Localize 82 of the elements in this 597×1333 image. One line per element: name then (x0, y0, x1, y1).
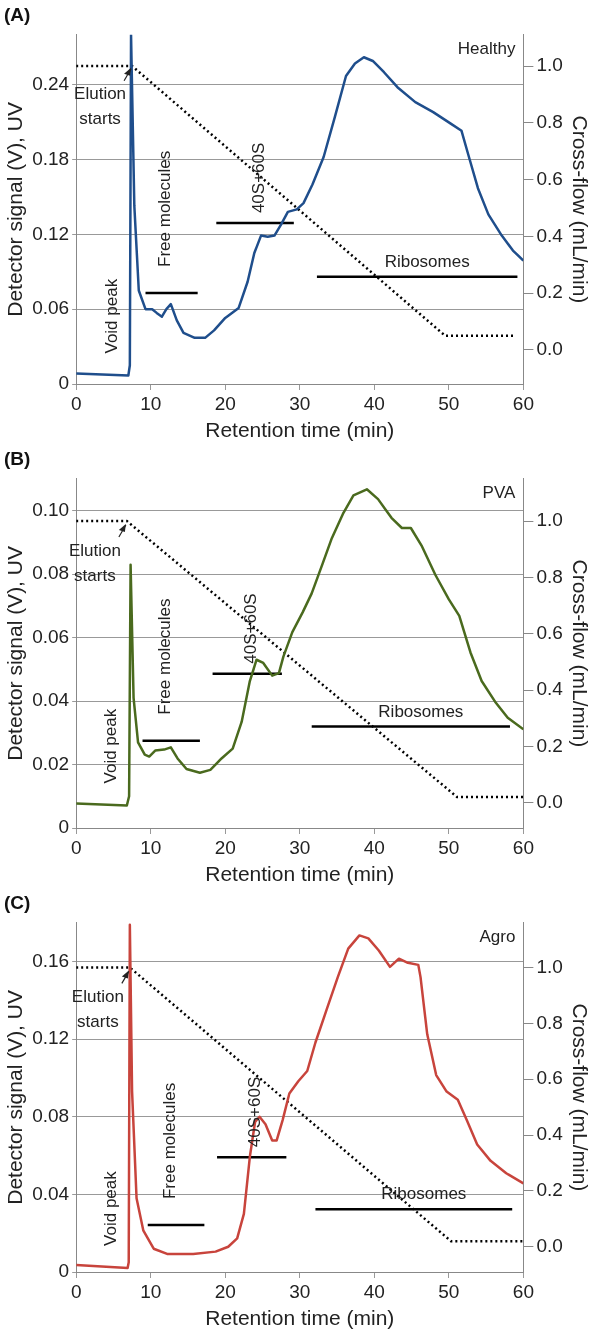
y2-tick-label: 0.4 (536, 678, 564, 700)
y2-tick-label: 0.6 (536, 167, 563, 189)
annotation: 40S+60S (240, 593, 260, 664)
annotation: 40S+60S (248, 142, 268, 214)
x-tick-label: 50 (438, 392, 460, 414)
y-tick-label: 0 (58, 372, 70, 394)
y-tick-label: 0.04 (32, 1182, 70, 1204)
y2-tick-label: 0.2 (536, 734, 563, 756)
annotation: Elution starts (71, 987, 124, 1032)
y-tick-label: 0.12 (32, 1027, 70, 1049)
y2-tick-label: 0.6 (536, 1067, 563, 1089)
annotation: PVA (482, 482, 517, 502)
y-tick-label: 0.12 (32, 222, 70, 244)
x-tick-label: 50 (438, 836, 460, 858)
annotation: Ribosomes (384, 251, 470, 271)
x-axis-title: Retention time (min) (205, 1306, 395, 1330)
x-axis-title: Retention time (min) (205, 862, 395, 886)
x-tick-label: 40 (363, 836, 385, 858)
y-tick-label: 0.24 (32, 72, 70, 94)
y-tick-label: 0 (58, 1260, 70, 1282)
x-tick-label: 10 (140, 836, 162, 858)
y-axis-title: Detector signal (V), UV (3, 546, 27, 761)
y2-tick-label: 0.8 (536, 111, 563, 133)
y2-tick-label: 0.8 (536, 565, 563, 587)
annotation: Elution starts (74, 84, 127, 129)
x-tick-label: 10 (140, 1280, 162, 1302)
x-tick-label: 60 (512, 836, 534, 858)
annotation: Void peak (102, 278, 122, 354)
chart-title: (A) (4, 3, 31, 25)
x-axis-title: Retention time (min) (205, 418, 395, 442)
annotation: Elution starts (68, 540, 121, 585)
x-tick-label: 30 (289, 836, 311, 858)
y-tick-label: 0.06 (32, 297, 70, 319)
y2-tick-label: 0.2 (536, 281, 563, 303)
annotation: Free molecules (155, 150, 175, 267)
chart-title: (B) (4, 447, 31, 469)
annotation: Free molecules (159, 1082, 179, 1200)
y2-tick-label: 0.0 (536, 1235, 563, 1257)
y-axis-title: Detector signal (V), UV (3, 990, 27, 1205)
annotation: 40S+60S (245, 1076, 265, 1148)
x-tick-label: 30 (289, 1280, 311, 1302)
y-tick-label: 0.08 (32, 562, 70, 584)
y-tick-label: 0 (58, 816, 70, 838)
y2-axis-title: Cross-flow (mL/min) (568, 559, 592, 748)
x-tick-label: 40 (363, 1280, 385, 1302)
annotation: Void peak (101, 1170, 121, 1246)
y-tick-label: 0.10 (32, 498, 70, 520)
y2-tick-label: 0.2 (536, 1179, 563, 1201)
y2-tick-label: 0.4 (536, 224, 564, 246)
y2-tick-label: 0.0 (536, 790, 563, 812)
annotation: Healthy (457, 38, 516, 58)
y-tick-label: 0.16 (32, 949, 70, 971)
y2-tick-label: 0.6 (536, 621, 563, 643)
y2-tick-label: 1.0 (536, 509, 563, 531)
x-tick-label: 50 (438, 1280, 460, 1302)
y2-tick-label: 1.0 (536, 54, 563, 76)
y-tick-label: 0.02 (32, 752, 70, 774)
y2-axis-title: Cross-flow (mL/min) (568, 1003, 592, 1192)
y2-tick-label: 1.0 (536, 955, 563, 977)
x-tick-label: 60 (512, 392, 534, 414)
annotation: Free molecules (154, 598, 174, 715)
x-tick-label: 40 (363, 392, 385, 414)
y-tick-label: 0.08 (32, 1105, 70, 1127)
y-axis-title: Detector signal (V), UV (3, 102, 27, 317)
chart-title: (C) (4, 891, 31, 913)
y-tick-label: 0.18 (32, 147, 70, 169)
y-tick-label: 0.06 (32, 625, 70, 647)
y2-axis-title: Cross-flow (mL/min) (568, 115, 592, 304)
y2-tick-label: 0.8 (536, 1011, 563, 1033)
annotation: Void peak (100, 708, 120, 784)
x-tick-label: 20 (214, 1280, 236, 1302)
x-tick-label: 10 (140, 392, 162, 414)
annotation: Ribosomes (378, 701, 464, 721)
x-tick-label: 30 (289, 392, 311, 414)
annotation: Ribosomes (381, 1184, 467, 1204)
y2-tick-label: 0.4 (536, 1123, 564, 1145)
x-tick-label: 20 (214, 836, 236, 858)
y-tick-label: 0.04 (32, 689, 70, 711)
y2-tick-label: 0.0 (536, 338, 563, 360)
x-tick-label: 20 (214, 392, 236, 414)
annotation: Agro (479, 926, 516, 946)
x-tick-label: 60 (512, 1280, 534, 1302)
